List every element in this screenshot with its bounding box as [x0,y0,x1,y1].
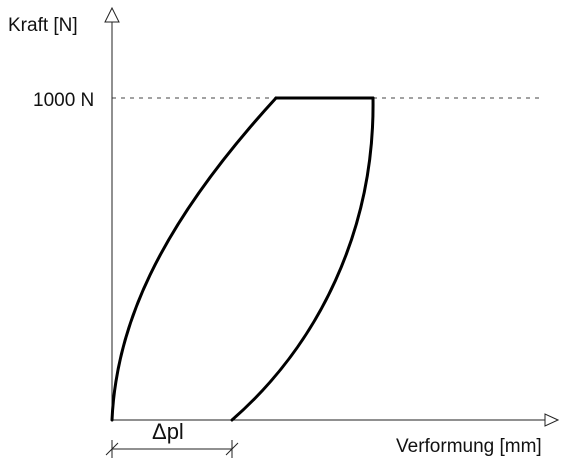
unloading-curve [230,96,375,422]
delta-pl-right-slash [225,442,239,456]
loading-curve [110,96,278,422]
x-axis-label: Verformung [mm] [396,436,542,457]
y-axis-arrowhead [104,6,120,23]
force-tick-label: 1000 N [33,90,94,111]
plastic-deformation-label: Δpl [152,419,184,444]
y-axis-label: Kraft [N] [8,15,78,36]
delta-pl-left-slash [105,442,119,456]
x-axis-arrowhead [544,413,560,427]
